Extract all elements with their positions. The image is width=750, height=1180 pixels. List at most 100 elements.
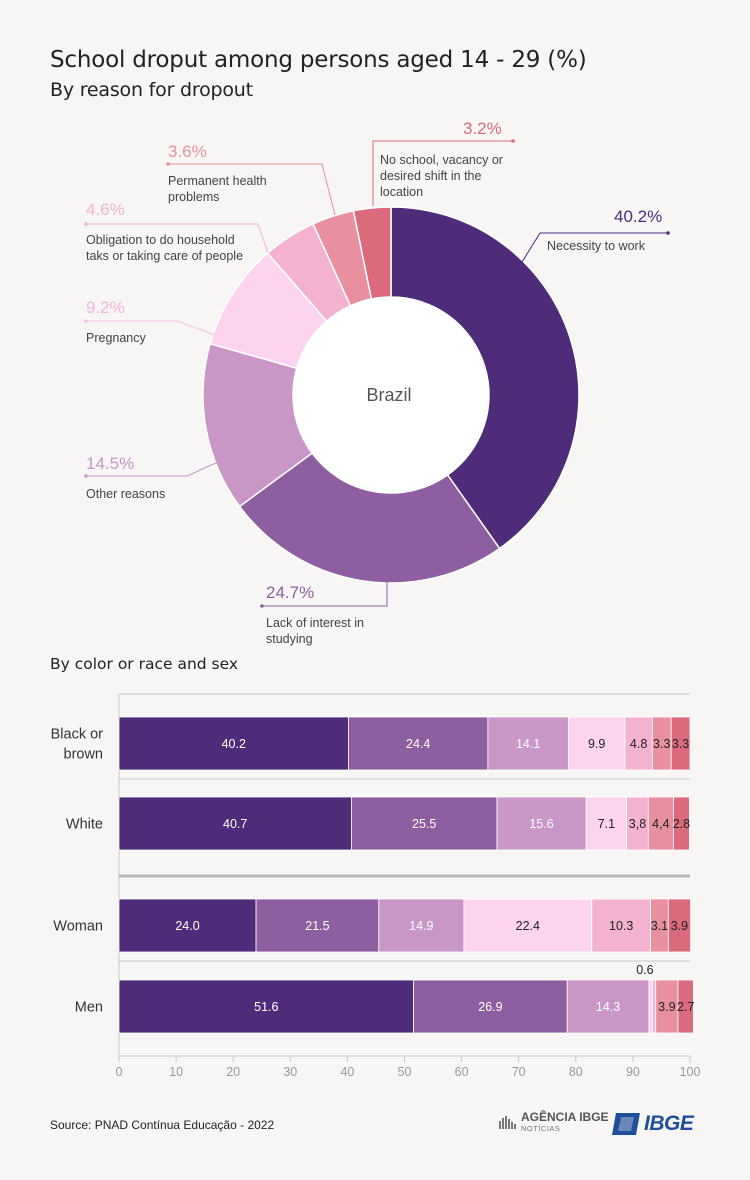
- bar-segment-school: [677, 979, 694, 1034]
- bar-segment-other: [378, 898, 465, 953]
- bar-segment-other: [566, 979, 650, 1034]
- leader-line-household: [86, 223, 269, 254]
- donut-slice-work: [390, 206, 580, 550]
- bar-value-label: 3.3: [672, 737, 689, 751]
- agencia-logo-text: AGÊNCIA IBGE: [521, 1110, 609, 1124]
- leader-line-health: [168, 163, 336, 216]
- bar-value-label: 40.2: [222, 737, 246, 751]
- bar-value-label: 14.1: [516, 737, 540, 751]
- leader-dot-work: [666, 231, 670, 235]
- x-tick-label: 0: [116, 1065, 123, 1079]
- bar-value-label: 21.5: [305, 919, 329, 933]
- category-label: Woman: [53, 919, 103, 935]
- source-note: Source: PNAD Contínua Educação - 2022: [50, 1118, 275, 1132]
- bar-segment-work: [118, 716, 349, 771]
- bar-value-label: 3.3: [653, 737, 670, 751]
- bar-value-label: 9.9: [588, 737, 605, 751]
- leader-line-work: [521, 232, 668, 263]
- leader-dot-school: [511, 139, 515, 143]
- bar-value-label: 22.4: [516, 919, 540, 933]
- bar-value-label: 3.9: [658, 1000, 675, 1014]
- bar-value-label: 14.3: [596, 1000, 620, 1014]
- bar-segment-school: [667, 898, 691, 953]
- x-tick-label: 40: [340, 1065, 354, 1079]
- bar-segment-school: [670, 716, 691, 771]
- leader-dot-other: [84, 474, 88, 478]
- x-tick-label: 30: [283, 1065, 297, 1079]
- bar-segment-interest: [350, 796, 498, 851]
- bar-value-label: 14.9: [409, 919, 433, 933]
- bar-segment-household: [591, 898, 652, 953]
- x-tick-label: 80: [569, 1065, 583, 1079]
- leader-dot-health: [166, 162, 170, 166]
- bar-value-label: 10.3: [609, 919, 633, 933]
- bar-segment-pregnancy: [585, 796, 628, 851]
- category-label: Men: [75, 1000, 103, 1016]
- x-tick-label: 100: [680, 1065, 701, 1079]
- ibge-logo-text: IBGE: [644, 1112, 694, 1135]
- x-tick-label: 70: [512, 1065, 526, 1079]
- x-tick-label: 90: [626, 1065, 640, 1079]
- slice-pct-household: 4.6%: [86, 200, 125, 219]
- ibge-logo-icon: [612, 1113, 640, 1135]
- bar-segment-work: [118, 796, 352, 851]
- bar-segment-interest: [348, 716, 489, 771]
- bar-value-label: 3,8: [629, 817, 646, 831]
- bar-value-label: 24.4: [406, 737, 430, 751]
- slice-label-work: Necessity to work: [547, 239, 645, 253]
- bar-value-label: 26.9: [478, 1000, 502, 1014]
- bar-segment-work: [118, 979, 415, 1034]
- category-label: brown: [64, 747, 104, 763]
- x-tick-label: 10: [169, 1065, 183, 1079]
- bar-value-label: 7.1: [598, 817, 615, 831]
- slice-pct-interest: 24.7%: [266, 583, 315, 602]
- bar-segment-household: [624, 716, 653, 771]
- bar-value-label: 4,4: [652, 817, 669, 831]
- bar-value-label: 3.1: [651, 919, 668, 933]
- category-label: Black or: [51, 727, 104, 743]
- slice-pct-pregnancy: 9.2%: [86, 298, 125, 317]
- bar-segment-other: [487, 716, 569, 771]
- bar-value-label: 4.8: [630, 737, 647, 751]
- donut-slice-school: [352, 206, 392, 300]
- slice-pct-school: 3.2%: [463, 119, 502, 138]
- leader-line-school: [372, 140, 513, 206]
- leader-line-pregnancy: [86, 320, 216, 336]
- bar-segment-interest: [255, 898, 380, 953]
- x-tick-label: 20: [226, 1065, 240, 1079]
- x-tick-label: 50: [398, 1065, 412, 1079]
- slice-label-pregnancy: Pregnancy: [86, 331, 146, 345]
- category-label: White: [66, 817, 103, 833]
- slice-label-school: No school, vacancy or desired shift in t…: [380, 153, 503, 199]
- bar-segment-pregnancy: [648, 979, 653, 1034]
- slice-pct-other: 14.5%: [86, 454, 135, 473]
- bar-value-label: 0.6: [636, 963, 653, 977]
- donut-hole: [293, 297, 489, 493]
- leader-line-interest: [262, 580, 388, 607]
- chart-subtitle: By reason for dropout: [50, 79, 253, 101]
- slice-label-interest: Lack of interest in studying: [266, 616, 364, 646]
- agencia-logo-icon: [499, 1116, 516, 1129]
- slice-label-other: Other reasons: [86, 487, 166, 501]
- donut-center-label: Brazil: [366, 385, 412, 405]
- bar-value-label: 3.9: [671, 919, 688, 933]
- bar-value-label: 25.5: [412, 817, 436, 831]
- bar-value-label: 24.0: [175, 919, 199, 933]
- leader-dot-interest: [260, 604, 264, 608]
- bar-value-label: 2.7: [677, 1000, 694, 1014]
- leader-dot-household: [84, 222, 88, 226]
- bar-segment-school: [673, 796, 690, 851]
- agencia-logo-subtext: NOTÍCIAS: [521, 1124, 561, 1133]
- slice-pct-health: 3.6%: [168, 142, 207, 161]
- bar-segment-pregnancy: [463, 898, 593, 953]
- bar-segment-other: [496, 796, 587, 851]
- bar-value-label: 2.8: [673, 817, 690, 831]
- leader-line-other: [86, 461, 219, 477]
- bar-value-label: 15.6: [529, 817, 553, 831]
- leader-dot-pregnancy: [84, 319, 88, 323]
- bar-value-label: 51.6: [254, 1000, 278, 1014]
- bar-segment-health: [647, 796, 674, 851]
- slice-label-household: Obligation to do household taks or takin…: [86, 233, 244, 263]
- bar-segment-household: [651, 979, 657, 1034]
- ibge-logo: IBGE: [612, 1112, 694, 1136]
